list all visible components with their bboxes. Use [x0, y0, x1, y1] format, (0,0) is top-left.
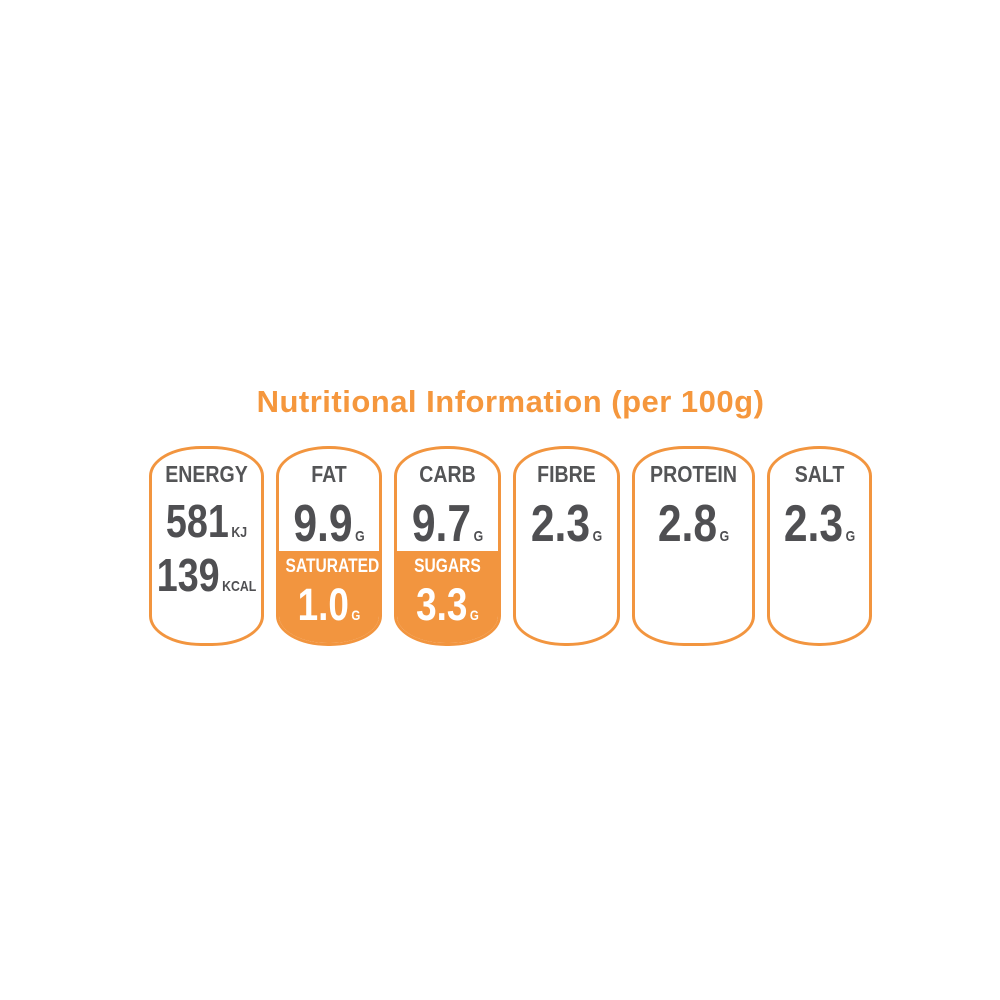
nutrient-unit: G — [845, 528, 856, 545]
nutrient-unit: G — [592, 528, 603, 545]
nutrient-unit: KJ — [231, 524, 248, 541]
nutrient-value: 2.3 — [783, 495, 844, 553]
carb-value-row: 9.7 G — [406, 498, 489, 550]
energy-kcal-row: 139 KCAL — [157, 552, 257, 598]
panel-title: Nutritional Information (per 100g) — [256, 384, 765, 419]
sugars-sub-panel: SUGARS 3.3 G — [397, 551, 498, 643]
nutrient-unit: G — [355, 528, 365, 545]
nutrient-unit: G — [719, 528, 730, 545]
card-protein: PROTEIN 2.8 G — [632, 446, 755, 646]
card-fibre: FIBRE 2.3 G — [513, 446, 620, 646]
sub-nutrient-name-label: SATURATED — [285, 556, 380, 577]
sub-nutrient-unit: G — [351, 607, 361, 623]
nutrient-value: 2.8 — [657, 495, 718, 553]
nutrient-unit: G — [473, 528, 484, 545]
nutrient-value: 9.9 — [293, 495, 353, 553]
nutrient-value: 139 — [156, 549, 220, 601]
nutrient-name-label: PROTEIN — [650, 461, 737, 487]
nutrient-value: 9.7 — [411, 495, 472, 553]
sugars-value-row: 3.3 G — [404, 582, 492, 627]
nutrition-panel: Nutritional Information (per 100g) ENERG… — [149, 383, 872, 646]
nutrient-value: 2.3 — [530, 495, 591, 553]
salt-value-row: 2.3 G — [779, 498, 860, 550]
nutrient-name-label: ENERGY — [165, 461, 248, 487]
nutrient-name-label: FIBRE — [537, 461, 596, 487]
saturated-sub-panel: SATURATED 1.0 G — [279, 551, 380, 643]
nutrient-unit: KCAL — [222, 578, 257, 595]
energy-kj-row: 581 KJ — [162, 498, 251, 544]
sub-nutrient-name-label: SUGARS — [414, 556, 481, 577]
fat-value-row: 9.9 G — [288, 498, 370, 550]
nutrient-cards-row: ENERGY 581 KJ 139 KCAL FAT 9.9 G SATURAT… — [149, 446, 872, 646]
saturated-value-row: 1.0 G — [286, 582, 373, 627]
nutrient-name-label: SALT — [794, 461, 845, 487]
fibre-value-row: 2.3 G — [525, 498, 608, 550]
sub-nutrient-value: 3.3 — [416, 579, 468, 630]
card-salt: SALT 2.3 G — [767, 446, 872, 646]
sub-nutrient-unit: G — [469, 607, 479, 623]
card-energy: ENERGY 581 KJ 139 KCAL — [149, 446, 264, 646]
card-fat: FAT 9.9 G SATURATED 1.0 G — [276, 446, 382, 646]
protein-value-row: 2.8 G — [646, 498, 742, 550]
card-carb: CARB 9.7 G SUGARS 3.3 G — [394, 446, 501, 646]
nutrient-name-label: FAT — [311, 461, 347, 487]
nutrient-name-label: CARB — [419, 461, 476, 487]
sub-nutrient-value: 1.0 — [297, 579, 349, 630]
nutrient-value: 581 — [165, 495, 229, 547]
